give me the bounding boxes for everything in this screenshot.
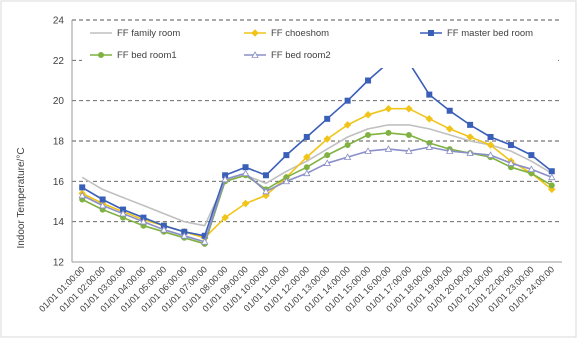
data-point xyxy=(251,51,259,58)
data-point xyxy=(427,29,434,36)
data-point xyxy=(365,77,372,84)
y-tick-label: 20 xyxy=(53,96,65,107)
series-lines xyxy=(78,59,556,247)
y-tick-label: 16 xyxy=(53,177,65,188)
data-point xyxy=(365,131,372,138)
data-point xyxy=(324,152,331,159)
legend-item: FF master bed room xyxy=(420,28,533,39)
legend-background xyxy=(82,24,558,68)
data-point xyxy=(251,29,259,37)
data-point xyxy=(384,104,393,113)
y-tick-label: 22 xyxy=(53,56,65,67)
data-point xyxy=(364,147,372,154)
legend-label: FF choeshom xyxy=(271,28,329,39)
data-point xyxy=(405,147,413,154)
data-point xyxy=(78,191,86,199)
data-point xyxy=(180,231,188,239)
data-point xyxy=(527,165,536,173)
data-point xyxy=(425,143,433,150)
legend-label: FF bed room2 xyxy=(271,50,331,61)
data-point xyxy=(507,142,514,149)
data-point xyxy=(446,107,453,114)
data-point xyxy=(262,172,269,179)
data-point xyxy=(385,129,392,136)
data-point xyxy=(344,97,351,104)
y-axis-label: Indoor Temperature/°C xyxy=(16,147,27,248)
data-point xyxy=(303,133,310,140)
data-point xyxy=(426,91,433,98)
data-point xyxy=(323,159,331,166)
data-point xyxy=(466,149,474,156)
series-5 xyxy=(78,143,556,245)
legend-item: FF bed room2 xyxy=(244,50,331,61)
y-tick-label: 18 xyxy=(53,137,65,148)
data-point xyxy=(405,104,413,113)
data-point xyxy=(384,145,393,152)
data-point xyxy=(486,141,495,149)
data-point xyxy=(486,151,495,158)
data-point xyxy=(242,164,249,171)
y-tick-labels: 12 14 16 18 20 22 24 xyxy=(53,16,65,269)
data-point xyxy=(283,152,290,159)
data-point xyxy=(282,177,291,185)
data-point xyxy=(241,199,250,208)
data-point xyxy=(467,121,474,128)
data-point xyxy=(507,159,515,166)
data-point xyxy=(303,164,310,171)
legend-label: FF bed room1 xyxy=(117,50,177,61)
data-point xyxy=(548,182,555,189)
series-line xyxy=(81,124,553,227)
data-point xyxy=(446,147,454,154)
data-point xyxy=(528,152,535,159)
data-point xyxy=(262,187,270,195)
legend-label: FF family room xyxy=(117,28,180,39)
data-point xyxy=(405,131,412,138)
data-point xyxy=(343,121,352,129)
data-point xyxy=(99,196,106,203)
data-point xyxy=(221,175,229,183)
data-point xyxy=(548,173,556,181)
data-point xyxy=(445,125,454,133)
legend-item: FF bed room1 xyxy=(90,50,177,61)
data-point xyxy=(201,238,209,245)
legend-item: FF family room xyxy=(90,28,180,39)
series-1 xyxy=(81,124,553,227)
series-line xyxy=(81,146,553,243)
data-point xyxy=(160,225,168,233)
y-tick-label: 24 xyxy=(53,16,65,27)
data-point xyxy=(323,135,331,143)
data-point xyxy=(139,217,148,225)
data-point xyxy=(241,169,250,177)
data-point xyxy=(343,153,352,160)
legend: FF family room FF choeshom FF master bed r… xyxy=(82,24,558,68)
data-point xyxy=(548,168,555,175)
y-tick-label: 12 xyxy=(53,258,65,269)
data-point xyxy=(425,115,434,123)
data-point xyxy=(364,111,372,119)
data-point xyxy=(79,184,86,191)
data-point xyxy=(324,115,331,122)
legend-label: FF master bed room xyxy=(447,28,533,39)
data-point xyxy=(119,209,127,217)
data-point xyxy=(344,142,351,149)
legend-item: FF choeshom xyxy=(244,28,329,39)
data-point xyxy=(98,52,105,59)
data-point xyxy=(303,169,311,177)
data-point xyxy=(303,153,311,161)
data-point xyxy=(466,133,474,141)
data-point xyxy=(487,133,494,140)
data-point xyxy=(221,213,229,222)
y-tick-label: 14 xyxy=(53,217,65,228)
series-line xyxy=(81,61,553,237)
data-point xyxy=(98,201,107,209)
